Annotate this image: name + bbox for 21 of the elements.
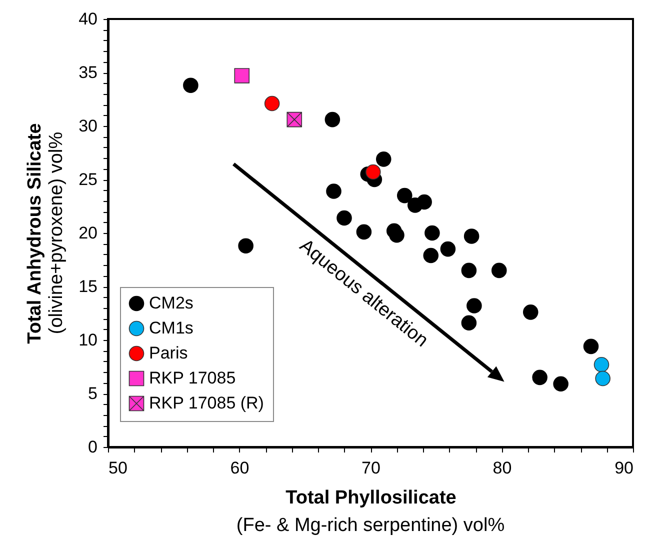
y-tick-label: 0: [88, 438, 98, 456]
x-tick-label: 80: [492, 458, 512, 478]
y-tick-label: 25: [78, 170, 98, 189]
legend-label: RKP 17085 (R): [149, 394, 264, 412]
text: Total Anhydrous Silicate (olivine+pyroxene) vol%: [24, 123, 67, 344]
y-tick-label: 5: [88, 384, 98, 403]
y-tick-label: 10: [78, 330, 98, 350]
x-tick-label: 70: [362, 458, 380, 478]
x-tick-label: 50: [108, 458, 128, 478]
y-tick-label: 15: [78, 277, 98, 296]
x-tick-label: 90: [614, 458, 634, 478]
legend-label: RKP 17085: [149, 368, 236, 388]
legend-label: CM1s: [149, 318, 194, 338]
text: Total Phyllosilicate (Fe- & Mg-rich serpentine) vol%: [236, 488, 505, 536]
x-tick-label: 60: [230, 458, 250, 478]
legend-label: CM2s: [149, 294, 194, 312]
y-tick-label: 30: [78, 116, 98, 136]
y-tick-label: 20: [78, 224, 98, 242]
y-tick-label: 35: [78, 63, 98, 82]
y-tick-label: 40: [78, 10, 98, 28]
legend-label: Paris: [149, 344, 188, 362]
